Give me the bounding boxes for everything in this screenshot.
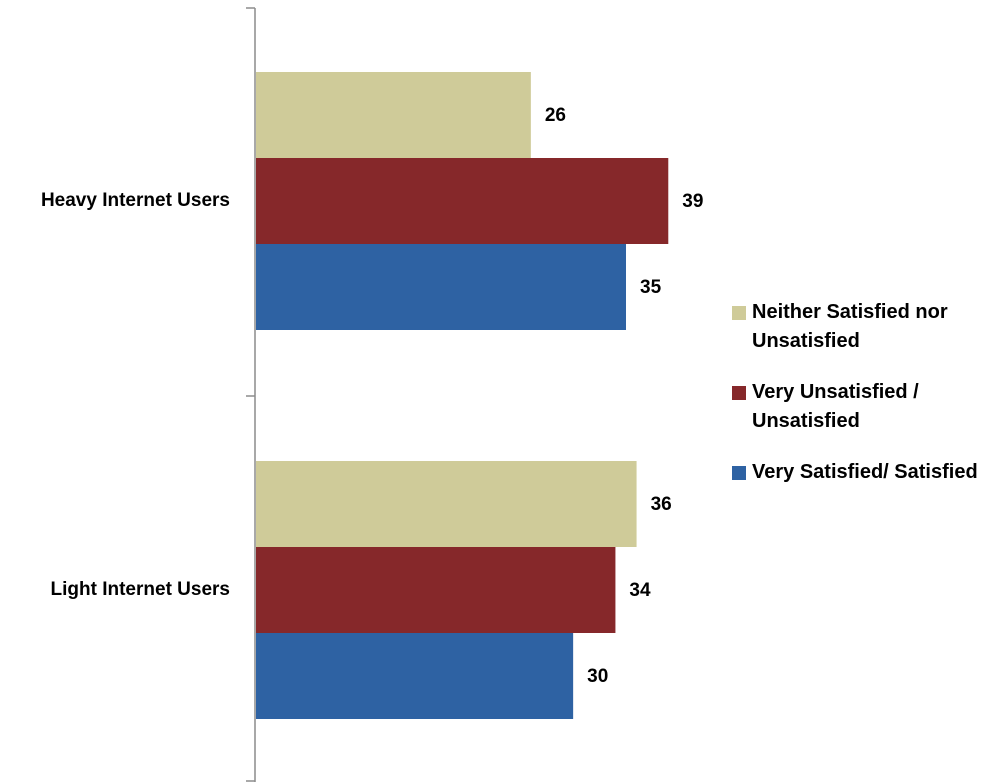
bar <box>256 244 626 330</box>
data-label: 30 <box>587 666 608 687</box>
bar <box>256 461 637 547</box>
data-label: 39 <box>682 191 703 212</box>
legend-swatch-satisfied <box>732 466 746 480</box>
legend-label-unsatisfied: Very Unsatisfied / Unsatisfied <box>752 381 919 432</box>
chart-legend: Neither Satisfied nor Unsatisfied Very U… <box>732 298 1000 509</box>
bar <box>256 633 574 719</box>
legend-label-neither: Neither Satisfied nor Unsatisfied <box>752 301 948 352</box>
bar <box>256 72 531 158</box>
data-label: 34 <box>629 580 651 601</box>
data-label: 35 <box>640 277 662 298</box>
legend-label-satisfied: Very Satisfied/ Satisfied <box>752 461 978 483</box>
legend-item-unsatisfied: Very Unsatisfied / Unsatisfied <box>732 378 1000 436</box>
legend-swatch-unsatisfied <box>732 386 746 400</box>
bar <box>256 158 669 244</box>
bar <box>256 547 616 633</box>
legend-item-satisfied: Very Satisfied/ Satisfied <box>732 458 1000 487</box>
data-label: 26 <box>545 105 566 126</box>
category-label: Light Internet Users <box>51 579 230 600</box>
legend-item-neither: Neither Satisfied nor Unsatisfied <box>732 298 1000 356</box>
data-label: 36 <box>651 494 672 515</box>
legend-swatch-neither <box>732 306 746 320</box>
category-label: Heavy Internet Users <box>41 190 230 211</box>
